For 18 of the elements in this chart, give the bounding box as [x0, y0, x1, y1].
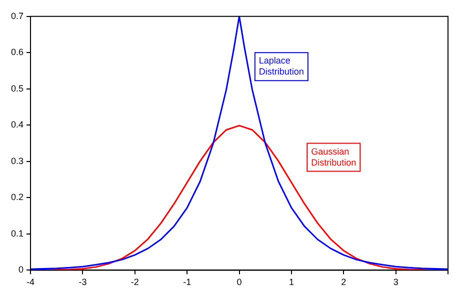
- x-tick-label: 3: [393, 277, 398, 288]
- x-tick-label: 2: [341, 277, 346, 288]
- annotation: Gaussian Distribution: [311, 146, 356, 168]
- y-tick-label: 0: [18, 264, 24, 275]
- y-tick-label: 0.1: [10, 228, 24, 238]
- annotation: Laplace Distribution: [258, 56, 304, 77]
- x-tick-label: 0: [236, 277, 242, 288]
- y-tick-label: 0.3: [10, 156, 24, 166]
- y-tick-label: 0.4: [10, 120, 24, 130]
- y-tick-label: 0.2: [10, 192, 24, 202]
- x-tick-label: 1: [288, 277, 294, 288]
- x-tick-label: -4: [26, 277, 35, 288]
- x-tick-label: -1: [183, 277, 192, 288]
- x-tick-label: -2: [130, 277, 139, 288]
- y-tick-label: 0.7: [10, 10, 24, 21]
- x-tick-label: -3: [78, 277, 87, 288]
- y-tick-label: 0.5: [10, 83, 24, 94]
- y-tick-label: 0.6: [10, 47, 24, 58]
